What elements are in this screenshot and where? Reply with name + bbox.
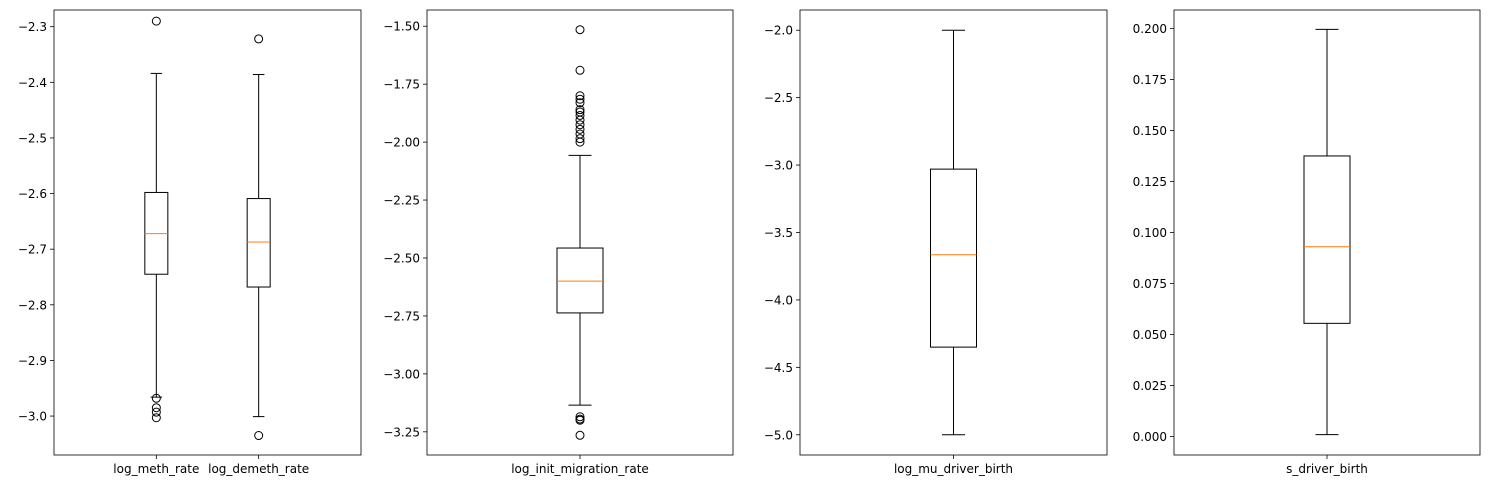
y-tick-label: −2.8 xyxy=(18,298,47,312)
outlier-point xyxy=(575,137,585,147)
box-iqr xyxy=(1303,155,1351,324)
y-tick-label: −2.9 xyxy=(18,354,47,368)
y-tick-label: 0.100 xyxy=(1133,226,1167,240)
outlier-point xyxy=(575,412,585,422)
y-tick-label: −3.25 xyxy=(383,425,420,439)
axes-frame xyxy=(799,9,1108,456)
y-tick-label: −1.75 xyxy=(383,78,420,92)
box-iqr xyxy=(930,168,977,348)
outlier-point xyxy=(254,34,264,44)
y-tick-label: −2.25 xyxy=(383,194,420,208)
box-log_init_migration_rate xyxy=(556,25,604,440)
outlier-point xyxy=(151,403,161,413)
outlier-point xyxy=(575,98,585,108)
outlier-point xyxy=(575,430,585,440)
outlier-point xyxy=(151,407,161,417)
box-log_mu_driver_birth xyxy=(930,29,977,436)
y-tick-label: 0.150 xyxy=(1133,124,1167,138)
y-tick-label: −1.50 xyxy=(383,20,420,34)
y-tick-label: −2.50 xyxy=(383,251,420,265)
y-tick-label: −4.5 xyxy=(764,361,793,375)
y-tick-label: 0.175 xyxy=(1133,73,1167,87)
outlier-point xyxy=(575,105,585,115)
x-tick-label: log_mu_driver_birth xyxy=(894,462,1013,476)
y-tick-label: −2.6 xyxy=(18,187,47,201)
box-log_meth_rate xyxy=(144,16,169,423)
y-tick-label: −2.3 xyxy=(18,20,47,34)
y-tick-label: −3.00 xyxy=(383,367,420,381)
y-tick-label: −5.0 xyxy=(764,428,793,442)
y-tick-label: −3.5 xyxy=(764,226,793,240)
outlier-point xyxy=(575,124,585,134)
y-tick-label: 0.200 xyxy=(1133,22,1167,36)
box-log_demeth_rate xyxy=(246,34,271,441)
outlier-point xyxy=(575,110,585,120)
y-tick-label: −2.5 xyxy=(764,91,793,105)
y-tick-label: −2.0 xyxy=(764,24,793,38)
y-tick-label: 0.050 xyxy=(1133,328,1167,342)
axes-frame xyxy=(53,9,362,456)
x-tick-label: log_init_migration_rate xyxy=(511,462,649,476)
outlier-point xyxy=(151,413,161,423)
outlier-point xyxy=(575,134,585,144)
outlier-point xyxy=(575,94,585,104)
y-tick-label: −2.75 xyxy=(383,309,420,323)
y-tick-label: 0.075 xyxy=(1133,277,1167,291)
outlier-point xyxy=(575,129,585,139)
y-tick-label: −2.7 xyxy=(18,243,47,257)
y-tick-label: −2.4 xyxy=(18,76,47,90)
outlier-point xyxy=(575,115,585,125)
outlier-point xyxy=(254,431,264,441)
y-tick-label: −4.0 xyxy=(764,293,793,307)
axes-frame xyxy=(426,9,734,456)
subplot-1: −3.0 −2.9 −2.8 −2.7 −2.6 −2.5 −2.4 −2.3 log_meth… xyxy=(18,9,362,476)
box-iqr xyxy=(246,198,271,288)
outlier-point xyxy=(151,393,161,403)
box-iqr xyxy=(556,247,604,314)
x-tick-label: s_driver_birth xyxy=(1286,462,1368,476)
outlier-point xyxy=(575,91,585,101)
y-tick-label: −3.0 xyxy=(764,159,793,173)
y-tick-label: 0.025 xyxy=(1133,379,1167,393)
outlier-point xyxy=(575,415,585,425)
outlier-point xyxy=(575,120,585,130)
box-s_driver_birth xyxy=(1303,28,1351,436)
x-tick-label: log_meth_rate xyxy=(113,462,199,476)
x-tick-label: log_demeth_rate xyxy=(208,462,309,476)
y-tick-label: −2.00 xyxy=(383,136,420,150)
outlier-point xyxy=(575,65,585,75)
axes-frame xyxy=(1173,9,1481,456)
outlier-point xyxy=(151,16,161,26)
y-tick-label: −2.5 xyxy=(18,131,47,145)
outlier-point xyxy=(575,25,585,35)
y-tick-label: 0.000 xyxy=(1133,430,1167,444)
subplot-3: −5.0 −4.5 −4.0 −3.5 −3.0 −2.5 −2.0 log_mu_drive… xyxy=(764,9,1108,476)
subplot-4: 0.000 0.025 0.050 0.075 0.100 0.125 0.150 0.175… xyxy=(1133,9,1481,476)
subplot-2: −3.25 −3.00 −2.75 −2.50 −2.25 −2.00 −1.75 −1.50… xyxy=(383,9,734,476)
y-tick-label: 0.125 xyxy=(1133,175,1167,189)
y-tick-label: −3.0 xyxy=(18,410,47,424)
